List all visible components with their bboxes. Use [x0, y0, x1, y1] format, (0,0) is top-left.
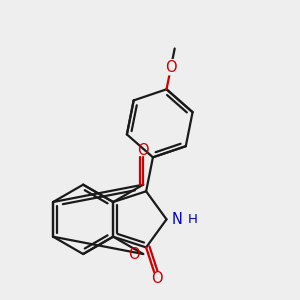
Text: N: N — [172, 212, 183, 227]
Text: O: O — [151, 271, 163, 286]
Text: O: O — [165, 60, 177, 75]
Text: H: H — [187, 213, 197, 226]
Text: O: O — [128, 247, 140, 262]
Text: O: O — [137, 143, 149, 158]
